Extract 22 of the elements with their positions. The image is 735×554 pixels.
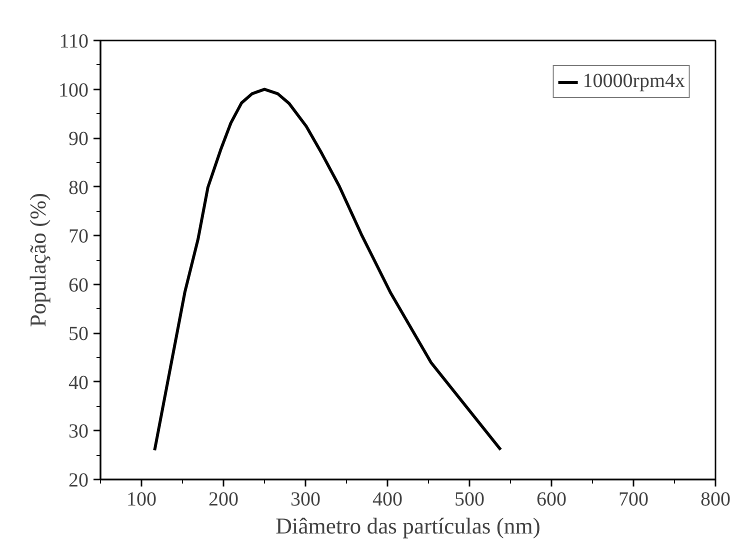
y-tick-label: 60 xyxy=(68,274,88,296)
y-tick-label: 90 xyxy=(68,128,88,150)
x-tick-label: 500 xyxy=(454,488,484,510)
y-tick-label: 50 xyxy=(68,323,88,346)
x-tick-label: 700 xyxy=(618,488,648,510)
y-tick-label: 30 xyxy=(68,420,88,443)
x-axis-title: Diâmetro das partículas (nm) xyxy=(276,514,540,538)
y-tick-label: 110 xyxy=(59,30,89,52)
x-tick-label: 800 xyxy=(700,488,730,510)
y-tick-label: 70 xyxy=(68,226,88,248)
x-tick-label: 600 xyxy=(536,488,566,510)
y-tick-label: 20 xyxy=(68,470,88,492)
legend-label: 10000rpm4x xyxy=(582,70,685,93)
x-tick-label: 100 xyxy=(126,488,156,510)
x-tick-label: 400 xyxy=(372,488,402,510)
y-axis-title: População (%) xyxy=(26,192,50,327)
y-tick-label: 40 xyxy=(68,372,88,394)
x-tick-label: 200 xyxy=(208,488,238,510)
y-tick-label: 100 xyxy=(58,79,88,102)
y-tick-label: 80 xyxy=(68,176,88,199)
line-series xyxy=(153,88,502,452)
x-tick-label: 300 xyxy=(290,488,320,510)
